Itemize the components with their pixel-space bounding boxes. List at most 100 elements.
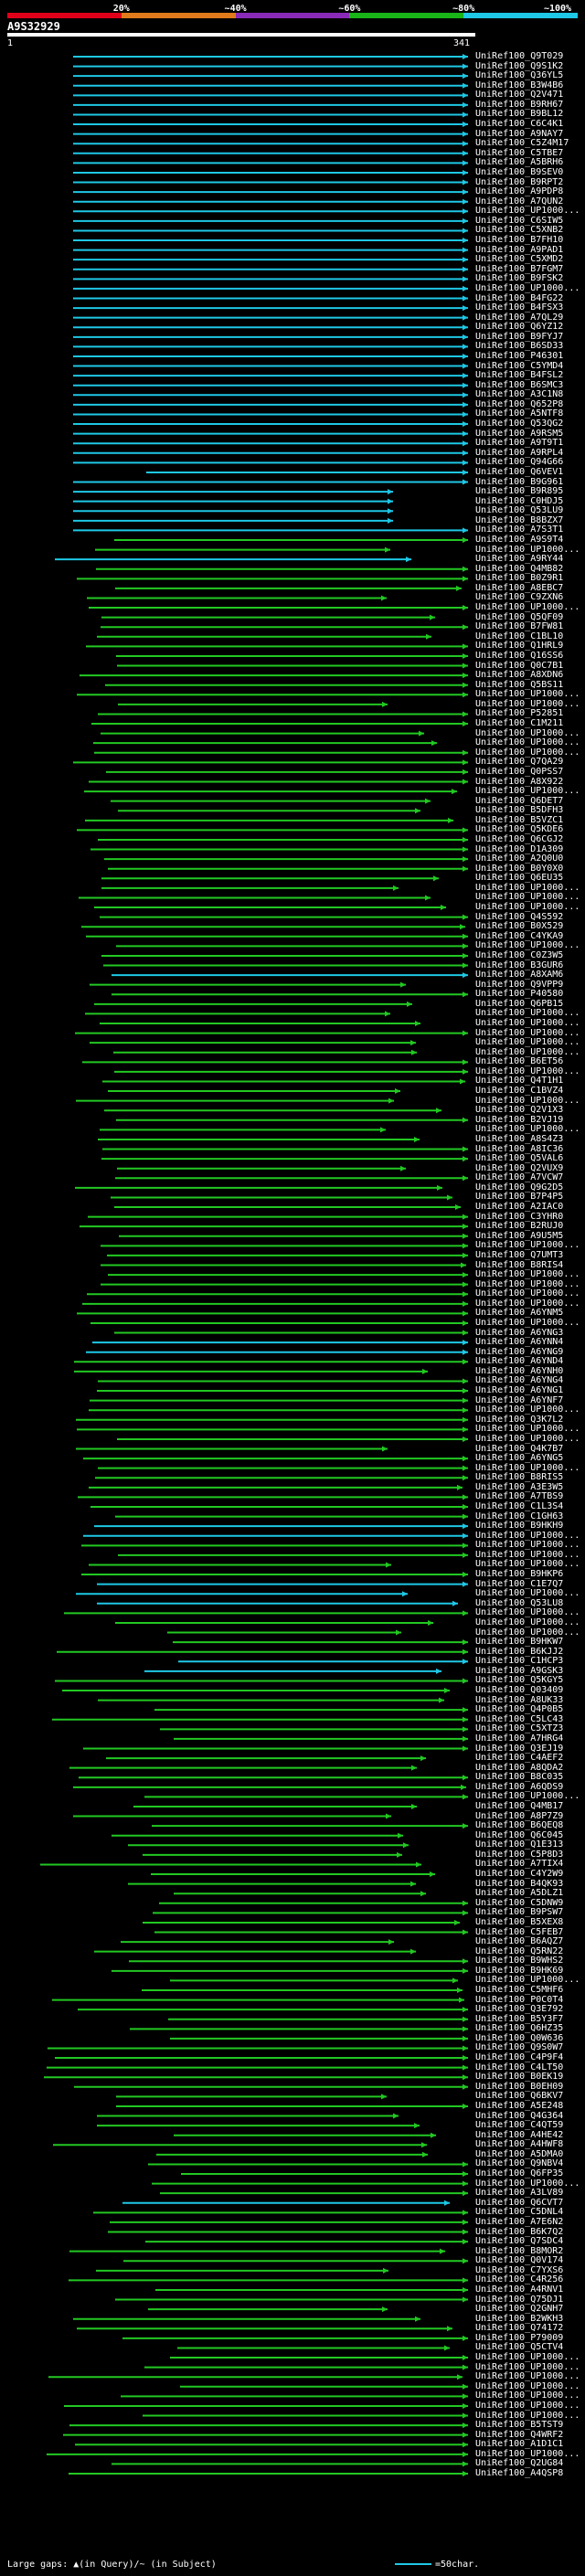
hit-label[interactable]: UniRef100_UP1000...: [475, 902, 580, 913]
hit-label[interactable]: UniRef100_UP1000...: [475, 727, 580, 738]
hit-label[interactable]: UniRef100_UP1000...: [475, 689, 580, 700]
hit-label[interactable]: UniRef100_C1L3S4: [475, 1501, 564, 1511]
hit-label[interactable]: UniRef100_Q4K7B7: [475, 1443, 564, 1454]
hit-label[interactable]: UniRef100_UP1000...: [475, 1627, 580, 1638]
hit-label[interactable]: UniRef100_A8XDN6: [475, 670, 564, 681]
hit-label[interactable]: UniRef100_A6YNN4: [475, 1337, 564, 1348]
hit-label[interactable]: UniRef100_P79009: [475, 2332, 564, 2343]
hit-label[interactable]: UniRef100_Q9S1K2: [475, 60, 564, 71]
hit-label[interactable]: UniRef100_Q4MB17: [475, 1800, 564, 1811]
hit-label[interactable]: UniRef100_UP1000...: [475, 2178, 580, 2189]
hit-label[interactable]: UniRef100_UP1000...: [475, 737, 580, 748]
hit-label[interactable]: UniRef100_Q4S592: [475, 911, 564, 922]
hit-label[interactable]: UniRef100_B9WHS2: [475, 1956, 564, 1966]
hit-label[interactable]: UniRef100_C1HCP3: [475, 1656, 564, 1667]
hit-label[interactable]: UniRef100_B5VZC1: [475, 814, 564, 825]
hit-label[interactable]: UniRef100_Q2V1X3: [475, 1105, 564, 1116]
hit-label[interactable]: UniRef100_A5BRH6: [475, 157, 564, 168]
hit-label[interactable]: UniRef100_Q9S0W7: [475, 2042, 564, 2053]
hit-label[interactable]: UniRef100_A9RPL4: [475, 447, 564, 458]
hit-label[interactable]: UniRef100_A1D1C1: [475, 2439, 564, 2450]
hit-label[interactable]: UniRef100_A9S9T4: [475, 535, 564, 545]
hit-label[interactable]: UniRef100_B9FYJ7: [475, 331, 564, 342]
hit-label[interactable]: UniRef100_Q6C045: [475, 1829, 564, 1840]
hit-label[interactable]: UniRef100_UP1000...: [475, 1037, 580, 1048]
hit-label[interactable]: UniRef100_A4HWF8: [475, 2139, 564, 2150]
hit-label[interactable]: UniRef100_A6YND4: [475, 1356, 564, 1367]
hit-label[interactable]: UniRef100_A9RY44: [475, 554, 564, 565]
hit-label[interactable]: UniRef100_A7QUN2: [475, 196, 564, 207]
hit-label[interactable]: UniRef100_UP1000...: [475, 1559, 580, 1570]
hit-label[interactable]: UniRef100_B7P4P5: [475, 1192, 564, 1203]
hit-label[interactable]: UniRef100_UP1000...: [475, 602, 580, 613]
hit-label[interactable]: UniRef100_UP1000...: [475, 892, 580, 903]
hit-label[interactable]: UniRef100_Q6YZ12: [475, 322, 564, 333]
hit-label[interactable]: UniRef100_A8S4Z3: [475, 1133, 564, 1144]
hit-label[interactable]: UniRef100_B6AQZ7: [475, 1936, 564, 1947]
hit-label[interactable]: UniRef100_P0C0T4: [475, 1994, 564, 2005]
hit-label[interactable]: UniRef100_A2IAC0: [475, 1202, 564, 1213]
hit-label[interactable]: UniRef100_A3E3W5: [475, 1481, 564, 1492]
hit-label[interactable]: UniRef100_C4P9F4: [475, 2052, 564, 2063]
hit-label[interactable]: UniRef100_A7TBS9: [475, 1491, 564, 1502]
hit-label[interactable]: UniRef100_Q6PB15: [475, 998, 564, 1009]
hit-label[interactable]: UniRef100_C7YXS6: [475, 2264, 564, 2275]
hit-label[interactable]: UniRef100_C5XMD2: [475, 254, 564, 265]
hit-label[interactable]: UniRef100_A4RNV1: [475, 2284, 564, 2295]
hit-label[interactable]: UniRef100_C1BVZ4: [475, 1086, 564, 1097]
hit-label[interactable]: UniRef100_B2VJ19: [475, 1114, 564, 1125]
hit-label[interactable]: UniRef100_Q9T029: [475, 51, 564, 61]
hit-label[interactable]: UniRef100_D1A309: [475, 843, 564, 854]
hit-label[interactable]: UniRef100_Q0V174: [475, 2255, 564, 2266]
hit-label[interactable]: UniRef100_Q3EJ19: [475, 1743, 564, 1754]
hit-label[interactable]: UniRef100_C6SIW5: [475, 215, 564, 226]
hit-label[interactable]: UniRef100_B4FG22: [475, 292, 564, 303]
hit-label[interactable]: UniRef100_UP1000...: [475, 1540, 580, 1551]
hit-label[interactable]: UniRef100_Q75DJ1: [475, 2294, 564, 2305]
hit-label[interactable]: UniRef100_A8P7Z9: [475, 1810, 564, 1821]
hit-label[interactable]: UniRef100_Q6BKV7: [475, 2091, 564, 2102]
hit-label[interactable]: UniRef100_UP1000...: [475, 1027, 580, 1038]
hit-label[interactable]: UniRef100_B8C035: [475, 1772, 564, 1783]
hit-label[interactable]: UniRef100_UP1000...: [475, 206, 580, 217]
hit-label[interactable]: UniRef100_UP1000...: [475, 2400, 580, 2411]
hit-label[interactable]: UniRef100_Q7QA29: [475, 757, 564, 768]
hit-label[interactable]: UniRef100_Q5CTV4: [475, 2342, 564, 2353]
hit-label[interactable]: UniRef100_UP1000...: [475, 1095, 580, 1106]
hit-label[interactable]: UniRef100_Q3E792: [475, 2004, 564, 2015]
hit-label[interactable]: UniRef100_A9GSK3: [475, 1665, 564, 1676]
hit-label[interactable]: UniRef100_A7VCW7: [475, 1172, 564, 1183]
hit-label[interactable]: UniRef100_A4QSP8: [475, 2468, 564, 2478]
hit-label[interactable]: UniRef100_Q36YL5: [475, 70, 564, 81]
hit-label[interactable]: UniRef100_UP1000...: [475, 1549, 580, 1560]
hit-label[interactable]: UniRef100_A7S3T1: [475, 525, 564, 535]
hit-label[interactable]: UniRef100_Q16SS6: [475, 650, 564, 661]
hit-label[interactable]: UniRef100_UP1000...: [475, 1607, 580, 1618]
hit-label[interactable]: UniRef100_Q53LU8: [475, 1597, 564, 1608]
hit-label[interactable]: UniRef100_C6C4K1: [475, 119, 564, 130]
hit-label[interactable]: UniRef100_Q4G364: [475, 2110, 564, 2121]
hit-label[interactable]: UniRef100_A6QDS9: [475, 1781, 564, 1792]
hit-label[interactable]: UniRef100_UP1000...: [475, 1588, 580, 1599]
hit-label[interactable]: UniRef100_Q652P8: [475, 398, 564, 409]
hit-label[interactable]: UniRef100_C0Z3W5: [475, 949, 564, 960]
hit-label[interactable]: UniRef100_A6YNG4: [475, 1375, 564, 1386]
hit-label[interactable]: UniRef100_A7E6N2: [475, 2216, 564, 2227]
hit-label[interactable]: UniRef100_UP1000...: [475, 1018, 580, 1028]
hit-label[interactable]: UniRef100_B3GUR6: [475, 959, 564, 970]
hit-label[interactable]: UniRef100_C4Y2W9: [475, 1869, 564, 1880]
hit-label[interactable]: UniRef100_B6KJJ2: [475, 1646, 564, 1657]
hit-label[interactable]: UniRef100_Q74172: [475, 2323, 564, 2334]
hit-label[interactable]: UniRef100_UP1000...: [475, 2361, 580, 2372]
hit-label[interactable]: UniRef100_B9RPT2: [475, 176, 564, 187]
hit-label[interactable]: UniRef100_UP1000...: [475, 698, 580, 709]
hit-label[interactable]: UniRef100_A8EBC7: [475, 582, 564, 593]
hit-label[interactable]: UniRef100_UP1000...: [475, 1124, 580, 1135]
hit-label[interactable]: UniRef100_B6QEQ8: [475, 1820, 564, 1831]
hit-label[interactable]: UniRef100_B5DFH3: [475, 805, 564, 816]
hit-label[interactable]: UniRef100_UP1000...: [475, 282, 580, 293]
hit-label[interactable]: UniRef100_A7QL29: [475, 312, 564, 323]
hit-label[interactable]: UniRef100_UP1000...: [475, 1065, 580, 1076]
hit-label[interactable]: UniRef100_B6SD33: [475, 341, 564, 352]
hit-label[interactable]: UniRef100_A5E248: [475, 2100, 564, 2111]
